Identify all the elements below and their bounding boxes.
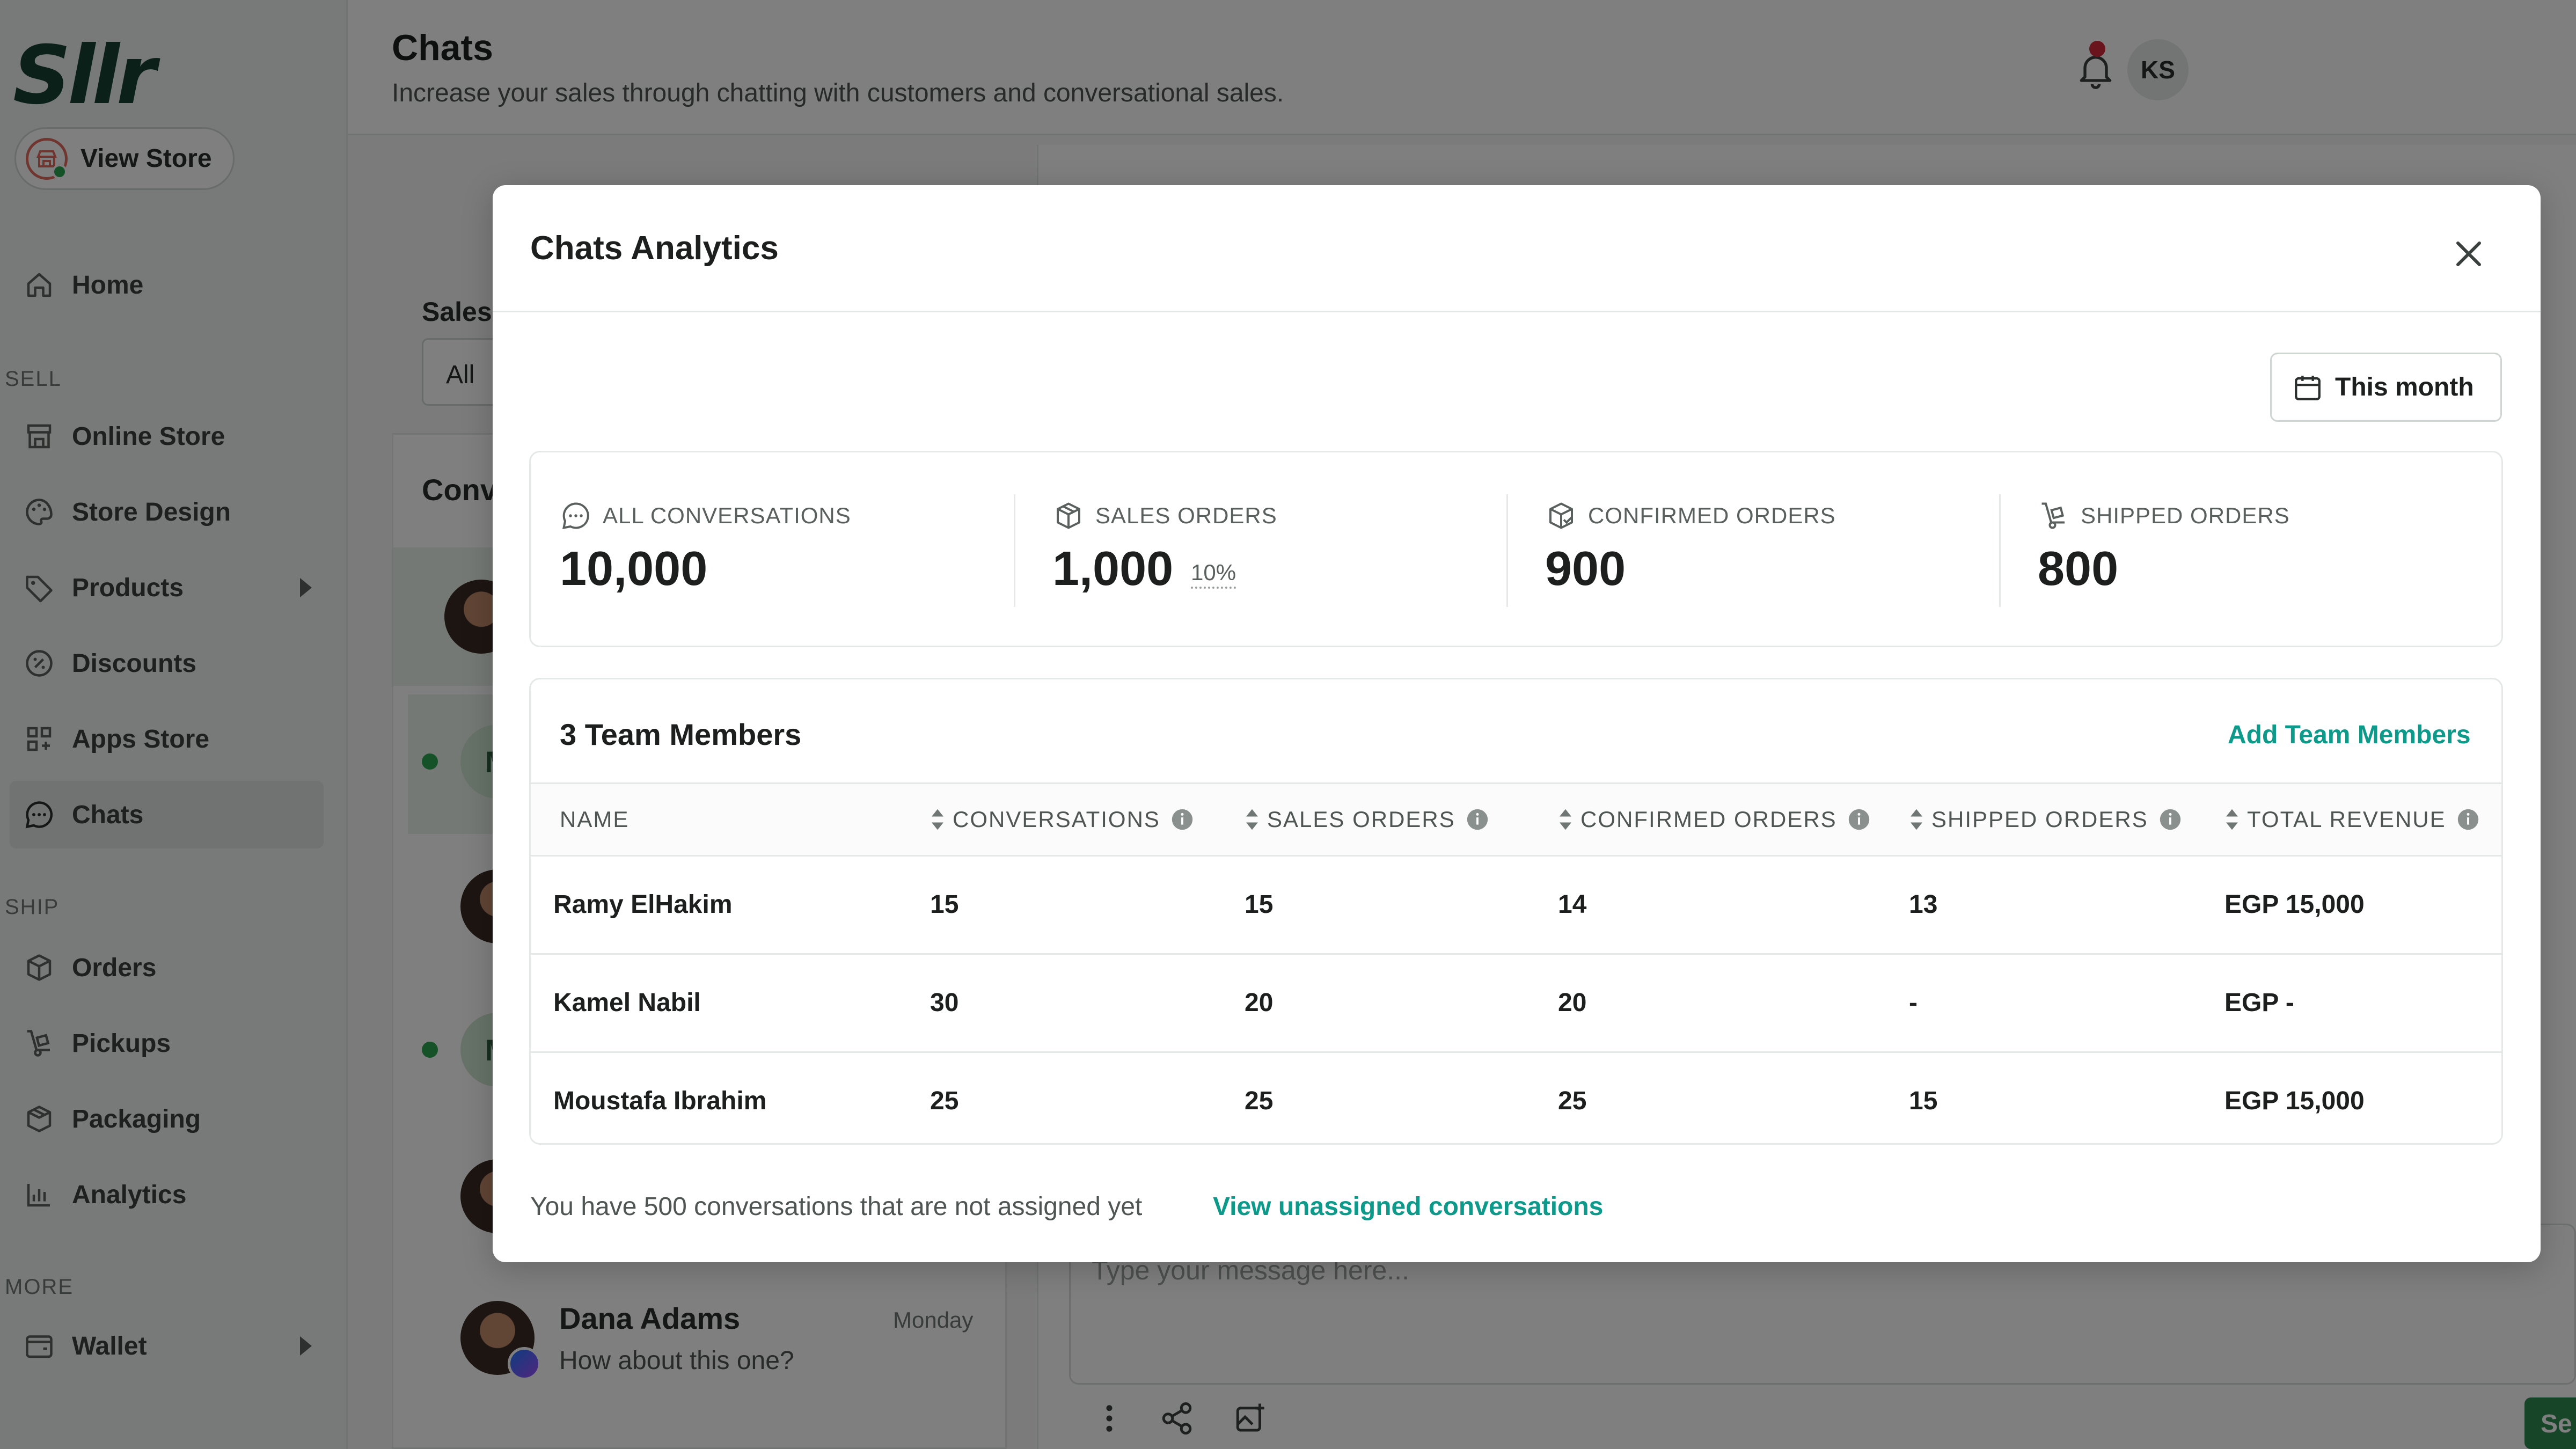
cell-conversations: 30: [930, 989, 959, 1017]
info-icon[interactable]: [1847, 807, 1871, 832]
stat-label: SHIPPED ORDERS: [2081, 503, 2290, 528]
divider: [493, 311, 2541, 312]
cell-confirmed-orders: 25: [1558, 1087, 1587, 1115]
cell-sales-orders: 15: [1245, 890, 1274, 919]
column-header-sales-orders[interactable]: SALES ORDERS: [1245, 807, 1490, 832]
date-range-label: This month: [2335, 373, 2474, 401]
column-header-total-revenue[interactable]: TOTAL REVENUE: [2224, 807, 2480, 832]
table-row[interactable]: Ramy ElHakim 15 15 14 13 EGP 15,000: [531, 857, 2501, 955]
cell-total-revenue: EGP 15,000: [2224, 890, 2365, 919]
column-label: SALES ORDERS: [1267, 807, 1455, 832]
column-header-conversations[interactable]: CONVERSATIONS: [930, 807, 1195, 832]
cell-total-revenue: EGP -: [2224, 989, 2294, 1017]
team-members-card: 3 Team Members Add Team Members NAME CON…: [529, 678, 2503, 1145]
cell-shipped-orders: 13: [1909, 890, 1938, 919]
chats-analytics-modal: Chats Analytics This month ALL CONVERSAT…: [493, 185, 2541, 1262]
cell-sales-orders: 20: [1245, 989, 1274, 1017]
team-title: 3 Team Members: [560, 718, 802, 751]
stat-label: CONFIRMED ORDERS: [1588, 503, 1836, 528]
box-icon: [1057, 502, 1080, 529]
cell-conversations: 15: [930, 890, 959, 919]
cell-total-revenue: EGP 15,000: [2224, 1087, 2365, 1115]
column-header-name[interactable]: NAME: [560, 807, 629, 832]
cell-shipped-orders: -: [1909, 989, 1918, 1017]
info-icon[interactable]: [1465, 807, 1490, 832]
stat-value: 1,000: [1052, 542, 1174, 596]
table-row[interactable]: Kamel Nabil 30 20 20 - EGP -: [531, 955, 2501, 1053]
sort-icon: [2226, 809, 2238, 830]
cell-name: Kamel Nabil: [553, 989, 701, 1017]
stat-value: 10,000: [560, 542, 708, 596]
info-icon[interactable]: [2456, 807, 2480, 832]
table-header: NAME CONVERSATIONS SALES ORDERS CONFIRME…: [531, 782, 2501, 857]
cell-conversations: 25: [930, 1087, 959, 1115]
dolly-icon: [2041, 502, 2065, 529]
info-icon[interactable]: [2158, 807, 2183, 832]
stat-label: ALL CONVERSATIONS: [603, 503, 851, 528]
stat-value: 800: [2038, 542, 2119, 596]
info-icon[interactable]: [1170, 807, 1195, 832]
date-range-button[interactable]: This month: [2270, 353, 2502, 422]
add-team-members-link[interactable]: Add Team Members: [2228, 721, 2471, 749]
column-header-confirmed-orders[interactable]: CONFIRMED ORDERS: [1558, 807, 1871, 832]
divider: [1506, 494, 1508, 607]
stats-card: ALL CONVERSATIONS 10,000 SALES ORDERS 1,…: [529, 451, 2503, 647]
column-label: NAME: [560, 807, 630, 832]
calendar-icon: [2295, 375, 2321, 400]
box-check-icon: [1549, 502, 1573, 529]
column-label: CONFIRMED ORDERS: [1580, 807, 1837, 832]
sort-icon: [1246, 809, 1258, 830]
divider: [1999, 494, 2001, 607]
sort-icon: [1911, 809, 1922, 830]
close-icon[interactable]: [2447, 232, 2490, 275]
stat-percentage[interactable]: 10%: [1191, 560, 1236, 589]
modal-title: Chats Analytics: [530, 230, 779, 267]
sort-icon: [1560, 809, 1571, 830]
divider: [1014, 494, 1015, 607]
column-label: CONVERSATIONS: [953, 807, 1160, 832]
column-label: SHIPPED ORDERS: [1931, 807, 2148, 832]
column-label: TOTAL REVENUE: [2247, 807, 2446, 832]
unassigned-note: You have 500 conversations that are not …: [530, 1192, 1143, 1221]
cell-shipped-orders: 15: [1909, 1087, 1938, 1115]
chat-bubble-icon: [562, 502, 589, 530]
cell-confirmed-orders: 20: [1558, 989, 1587, 1017]
stat-label: SALES ORDERS: [1095, 503, 1277, 528]
stat-value: 900: [1545, 542, 1626, 596]
cell-name: Ramy ElHakim: [553, 890, 733, 919]
sort-icon: [932, 809, 943, 830]
cell-confirmed-orders: 14: [1558, 890, 1587, 919]
view-unassigned-link[interactable]: View unassigned conversations: [1213, 1192, 1604, 1221]
cell-name: Moustafa Ibrahim: [553, 1087, 767, 1115]
column-header-shipped-orders[interactable]: SHIPPED ORDERS: [1909, 807, 2183, 832]
table-row[interactable]: Moustafa Ibrahim 25 25 25 15 EGP 15,000: [531, 1053, 2501, 1143]
cell-sales-orders: 25: [1245, 1087, 1274, 1115]
